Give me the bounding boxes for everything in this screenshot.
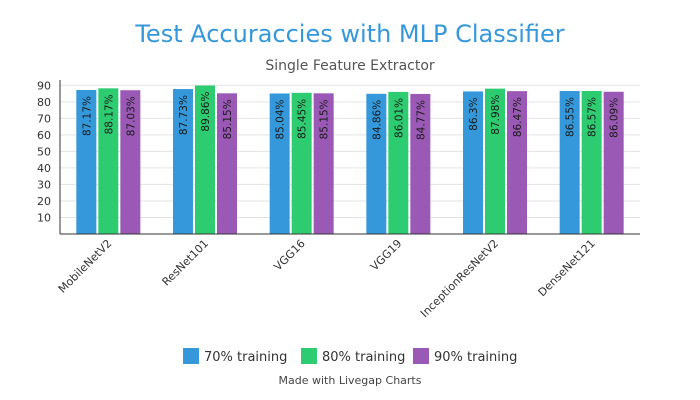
grid bbox=[60, 84, 640, 218]
y-tick-label: 70 bbox=[37, 112, 51, 125]
bar bbox=[291, 92, 312, 234]
data-label: 89.86% bbox=[200, 92, 212, 132]
bar bbox=[195, 85, 215, 235]
bar bbox=[603, 91, 624, 235]
data-label: 88.17% bbox=[103, 94, 115, 134]
x-tick-label: DenseNet121 bbox=[536, 237, 598, 299]
x-tick-label: ResNet101 bbox=[160, 237, 212, 289]
data-label: 87.98% bbox=[490, 95, 502, 135]
y-tick-label: 50 bbox=[37, 145, 51, 158]
bar bbox=[217, 93, 237, 235]
data-label: 86.3% bbox=[468, 97, 480, 130]
bar bbox=[388, 91, 409, 235]
chart-subtitle: Single Feature Extractor bbox=[265, 58, 435, 74]
x-axis-categories: MobileNetV2 ResNet101 VGG16 VGG19 InceptionR… bbox=[56, 237, 598, 320]
bar bbox=[507, 91, 527, 234]
bar bbox=[98, 88, 119, 235]
data-labels: 87.17% 88.17% 87.03% 87.73% 89.86% 85.15% 85.0… bbox=[81, 92, 620, 140]
bar bbox=[76, 89, 97, 234]
y-tick-label: 20 bbox=[37, 195, 51, 208]
legend-swatch bbox=[413, 348, 429, 364]
legend-swatch bbox=[183, 348, 199, 364]
data-label: 86.01% bbox=[393, 98, 405, 138]
data-label: 86.55% bbox=[565, 97, 577, 137]
x-tick-label: InceptionResNetV2 bbox=[418, 237, 501, 320]
data-label: 85.04% bbox=[275, 99, 287, 139]
x-tick-label: VGG19 bbox=[368, 237, 404, 273]
bar bbox=[485, 88, 505, 234]
legend: 70% training 80% training 90% training bbox=[183, 348, 517, 365]
data-label: 87.17% bbox=[81, 96, 93, 136]
data-label: 85.15% bbox=[319, 99, 331, 139]
bar bbox=[559, 91, 580, 234]
y-tick-label: 60 bbox=[37, 129, 51, 142]
data-label: 86.09% bbox=[609, 98, 621, 138]
bar bbox=[120, 90, 141, 234]
data-label: 86.57% bbox=[587, 97, 599, 137]
y-tick-label: 90 bbox=[37, 79, 51, 92]
data-label: 87.73% bbox=[178, 95, 190, 135]
bar bbox=[581, 90, 602, 234]
bar bbox=[463, 91, 483, 234]
y-tick-label: 40 bbox=[37, 162, 51, 175]
x-tick-label: MobileNetV2 bbox=[56, 237, 115, 296]
footer-credit: Made with Livegap Charts bbox=[279, 374, 422, 387]
bar bbox=[366, 93, 387, 234]
chart-title: Test Accuraccies with MLP Classifier bbox=[134, 20, 564, 48]
legend-swatch bbox=[301, 348, 317, 364]
legend-label: 90% training bbox=[434, 350, 517, 365]
y-tick-label: 10 bbox=[37, 211, 51, 224]
data-label: 84.86% bbox=[371, 100, 383, 140]
data-label: 87.03% bbox=[125, 96, 137, 136]
bar bbox=[313, 93, 334, 235]
y-tick-label: 80 bbox=[37, 96, 51, 109]
bar bbox=[173, 89, 193, 234]
data-label: 86.47% bbox=[512, 97, 524, 137]
y-tick-label: 30 bbox=[37, 178, 51, 191]
legend-label: 80% training bbox=[322, 350, 405, 365]
x-tick-label: VGG16 bbox=[271, 237, 307, 273]
bar bbox=[269, 93, 290, 234]
bar bbox=[410, 93, 431, 234]
y-axis-ticks: 10 20 30 40 50 60 70 80 90 bbox=[37, 79, 51, 224]
bars bbox=[76, 85, 624, 235]
data-label: 85.15% bbox=[222, 99, 234, 139]
data-label: 84.77% bbox=[415, 100, 427, 140]
legend-label: 70% training bbox=[204, 350, 287, 365]
axes bbox=[59, 80, 640, 235]
data-label: 85.45% bbox=[297, 99, 309, 139]
